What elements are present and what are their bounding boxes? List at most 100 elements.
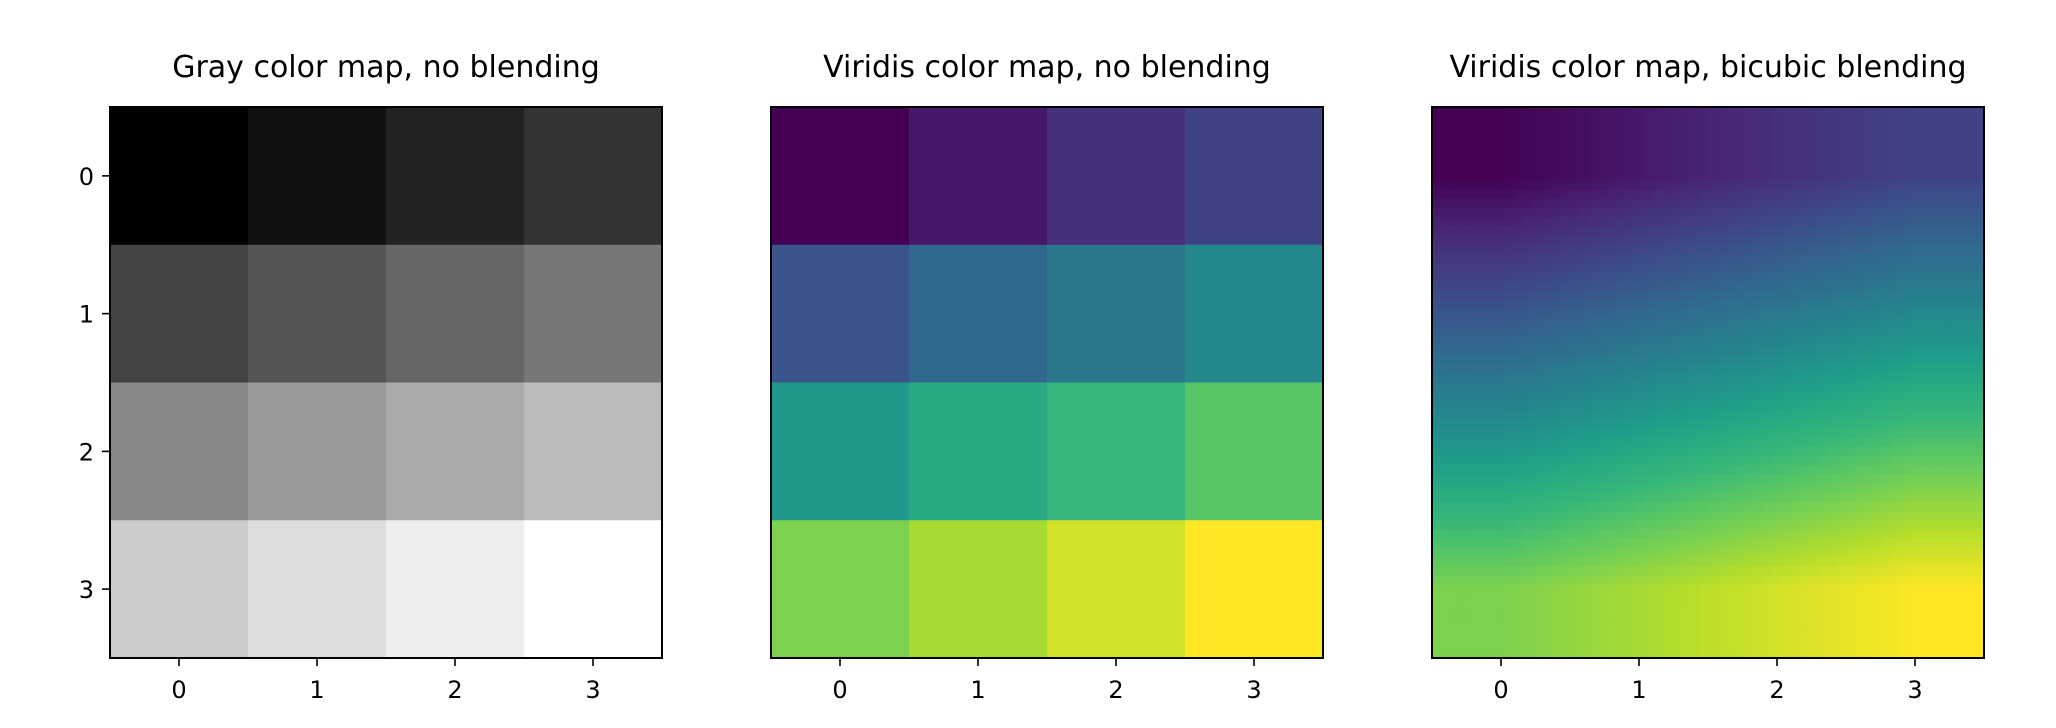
- heatmap-pixel: [1597, 198, 1608, 209]
- heatmap-pixel: [1938, 400, 1948, 411]
- heatmap-pixel: [1625, 244, 1635, 255]
- heatmap-pixel: [1643, 428, 1654, 439]
- heatmap-pixel: [1459, 244, 1470, 255]
- heatmap-pixel: [1652, 364, 1663, 374]
- heatmap-pixel: [1919, 428, 1930, 439]
- heatmap-pixel: [1616, 492, 1626, 503]
- heatmap-pixel: [1809, 575, 1819, 586]
- heatmap-pixel: [1744, 400, 1755, 411]
- heatmap-pixel: [1855, 639, 1865, 650]
- heatmap-pixel: [1708, 593, 1718, 604]
- heatmap-pixel: [1965, 253, 1976, 264]
- heatmap-pixel: [1478, 410, 1488, 420]
- heatmap-pixel: [1588, 465, 1599, 475]
- heatmap-pixel: [1579, 198, 1589, 209]
- heatmap-pixel: [1616, 116, 1626, 126]
- heatmap-pixel: [1496, 309, 1507, 319]
- heatmap-pixel: [1652, 143, 1663, 154]
- heatmap-pixel: [1938, 520, 1948, 531]
- heatmap-pixel: [1432, 198, 1442, 209]
- heatmap-pixel: [1652, 437, 1663, 448]
- heatmap-pixel: [1441, 272, 1451, 283]
- heatmap-pixel: [1441, 116, 1451, 126]
- heatmap-pixel: [1873, 419, 1884, 430]
- heatmap-pixel: [1570, 492, 1580, 503]
- heatmap-pixel: [1974, 575, 1985, 586]
- heatmap-pixel: [1487, 547, 1497, 558]
- heatmap-pixel: [1542, 602, 1553, 613]
- heatmap-pixel: [1606, 639, 1617, 650]
- heatmap-pixel: [1450, 125, 1461, 136]
- heatmap-pixel: [1652, 474, 1663, 485]
- heatmap-pixel: [1680, 226, 1691, 237]
- heatmap-pixel: [1892, 318, 1902, 328]
- heatmap-pixel: [1652, 483, 1663, 494]
- heatmap-cell: [248, 107, 387, 246]
- heatmap-pixel: [1606, 455, 1617, 466]
- heatmap-pixel: [1570, 455, 1580, 466]
- heatmap-pixel: [1956, 180, 1967, 191]
- heatmap-pixel: [1450, 364, 1461, 374]
- heatmap-pixel: [1855, 492, 1865, 503]
- heatmap-pixel: [1671, 584, 1681, 595]
- heatmap-pixel: [1643, 483, 1654, 494]
- heatmap-pixel: [1763, 263, 1773, 273]
- heatmap-pixel: [1827, 538, 1838, 549]
- heatmap-pixel: [1634, 272, 1645, 283]
- heatmap-cell: [909, 382, 1048, 521]
- heatmap-pixel: [1505, 410, 1516, 420]
- heatmap-pixel: [1800, 143, 1810, 154]
- heatmap-pixel: [1468, 217, 1479, 227]
- heatmap-pixel: [1744, 391, 1755, 402]
- heatmap-pixel: [1606, 226, 1617, 237]
- heatmap-pixel: [1698, 511, 1709, 521]
- heatmap-pixel: [1744, 309, 1755, 319]
- heatmap-pixel: [1965, 116, 1976, 126]
- heatmap-pixel: [1735, 217, 1746, 227]
- heatmap-pixel: [1542, 391, 1553, 402]
- heatmap-pixel: [1606, 465, 1617, 475]
- heatmap-pixel: [1560, 318, 1571, 328]
- heatmap-pixel: [1597, 511, 1608, 521]
- heatmap-cell: [1185, 520, 1324, 659]
- heatmap-pixel: [1965, 529, 1976, 540]
- heatmap-pixel: [1468, 235, 1479, 246]
- heatmap-pixel: [1735, 529, 1746, 540]
- heatmap-pixel: [1689, 336, 1700, 347]
- heatmap-pixel: [1505, 336, 1516, 347]
- heatmap-pixel: [1524, 584, 1534, 595]
- heatmap-pixel: [1652, 575, 1663, 586]
- heatmap-pixel: [1947, 244, 1957, 255]
- heatmap-pixel: [1910, 235, 1921, 246]
- heatmap-pixel: [1689, 272, 1700, 283]
- heatmap-pixel: [1625, 116, 1635, 126]
- heatmap-pixel: [1836, 382, 1847, 393]
- heatmap-pixel: [1652, 244, 1663, 255]
- heatmap-pixel: [1680, 602, 1691, 613]
- heatmap-pixel: [1432, 189, 1442, 200]
- heatmap-pixel: [1487, 621, 1497, 632]
- heatmap-pixel: [1744, 336, 1755, 347]
- heatmap-pixel: [1478, 253, 1488, 264]
- heatmap-pixel: [1763, 354, 1773, 365]
- heatmap-pixel: [1726, 354, 1737, 365]
- heatmap-pixel: [1882, 299, 1893, 310]
- heatmap-pixel: [1836, 446, 1847, 457]
- heatmap-pixel: [1965, 501, 1976, 512]
- heatmap-pixel: [1754, 602, 1764, 613]
- heatmap-pixel: [1487, 612, 1497, 622]
- heatmap-pixel: [1662, 538, 1672, 549]
- heatmap-pixel: [1965, 410, 1976, 420]
- heatmap-pixel: [1662, 492, 1672, 503]
- heatmap-pixel: [1919, 547, 1930, 558]
- heatmap-pixel: [1478, 318, 1488, 328]
- heatmap-pixel: [1846, 354, 1856, 365]
- heatmap-pixel: [1919, 455, 1930, 466]
- heatmap-pixel: [1855, 327, 1865, 338]
- heatmap-pixel: [1708, 309, 1718, 319]
- heatmap-pixel: [1671, 556, 1681, 567]
- heatmap-pixel: [1809, 373, 1819, 384]
- heatmap-pixel: [1450, 556, 1461, 567]
- heatmap-pixel: [1809, 189, 1819, 200]
